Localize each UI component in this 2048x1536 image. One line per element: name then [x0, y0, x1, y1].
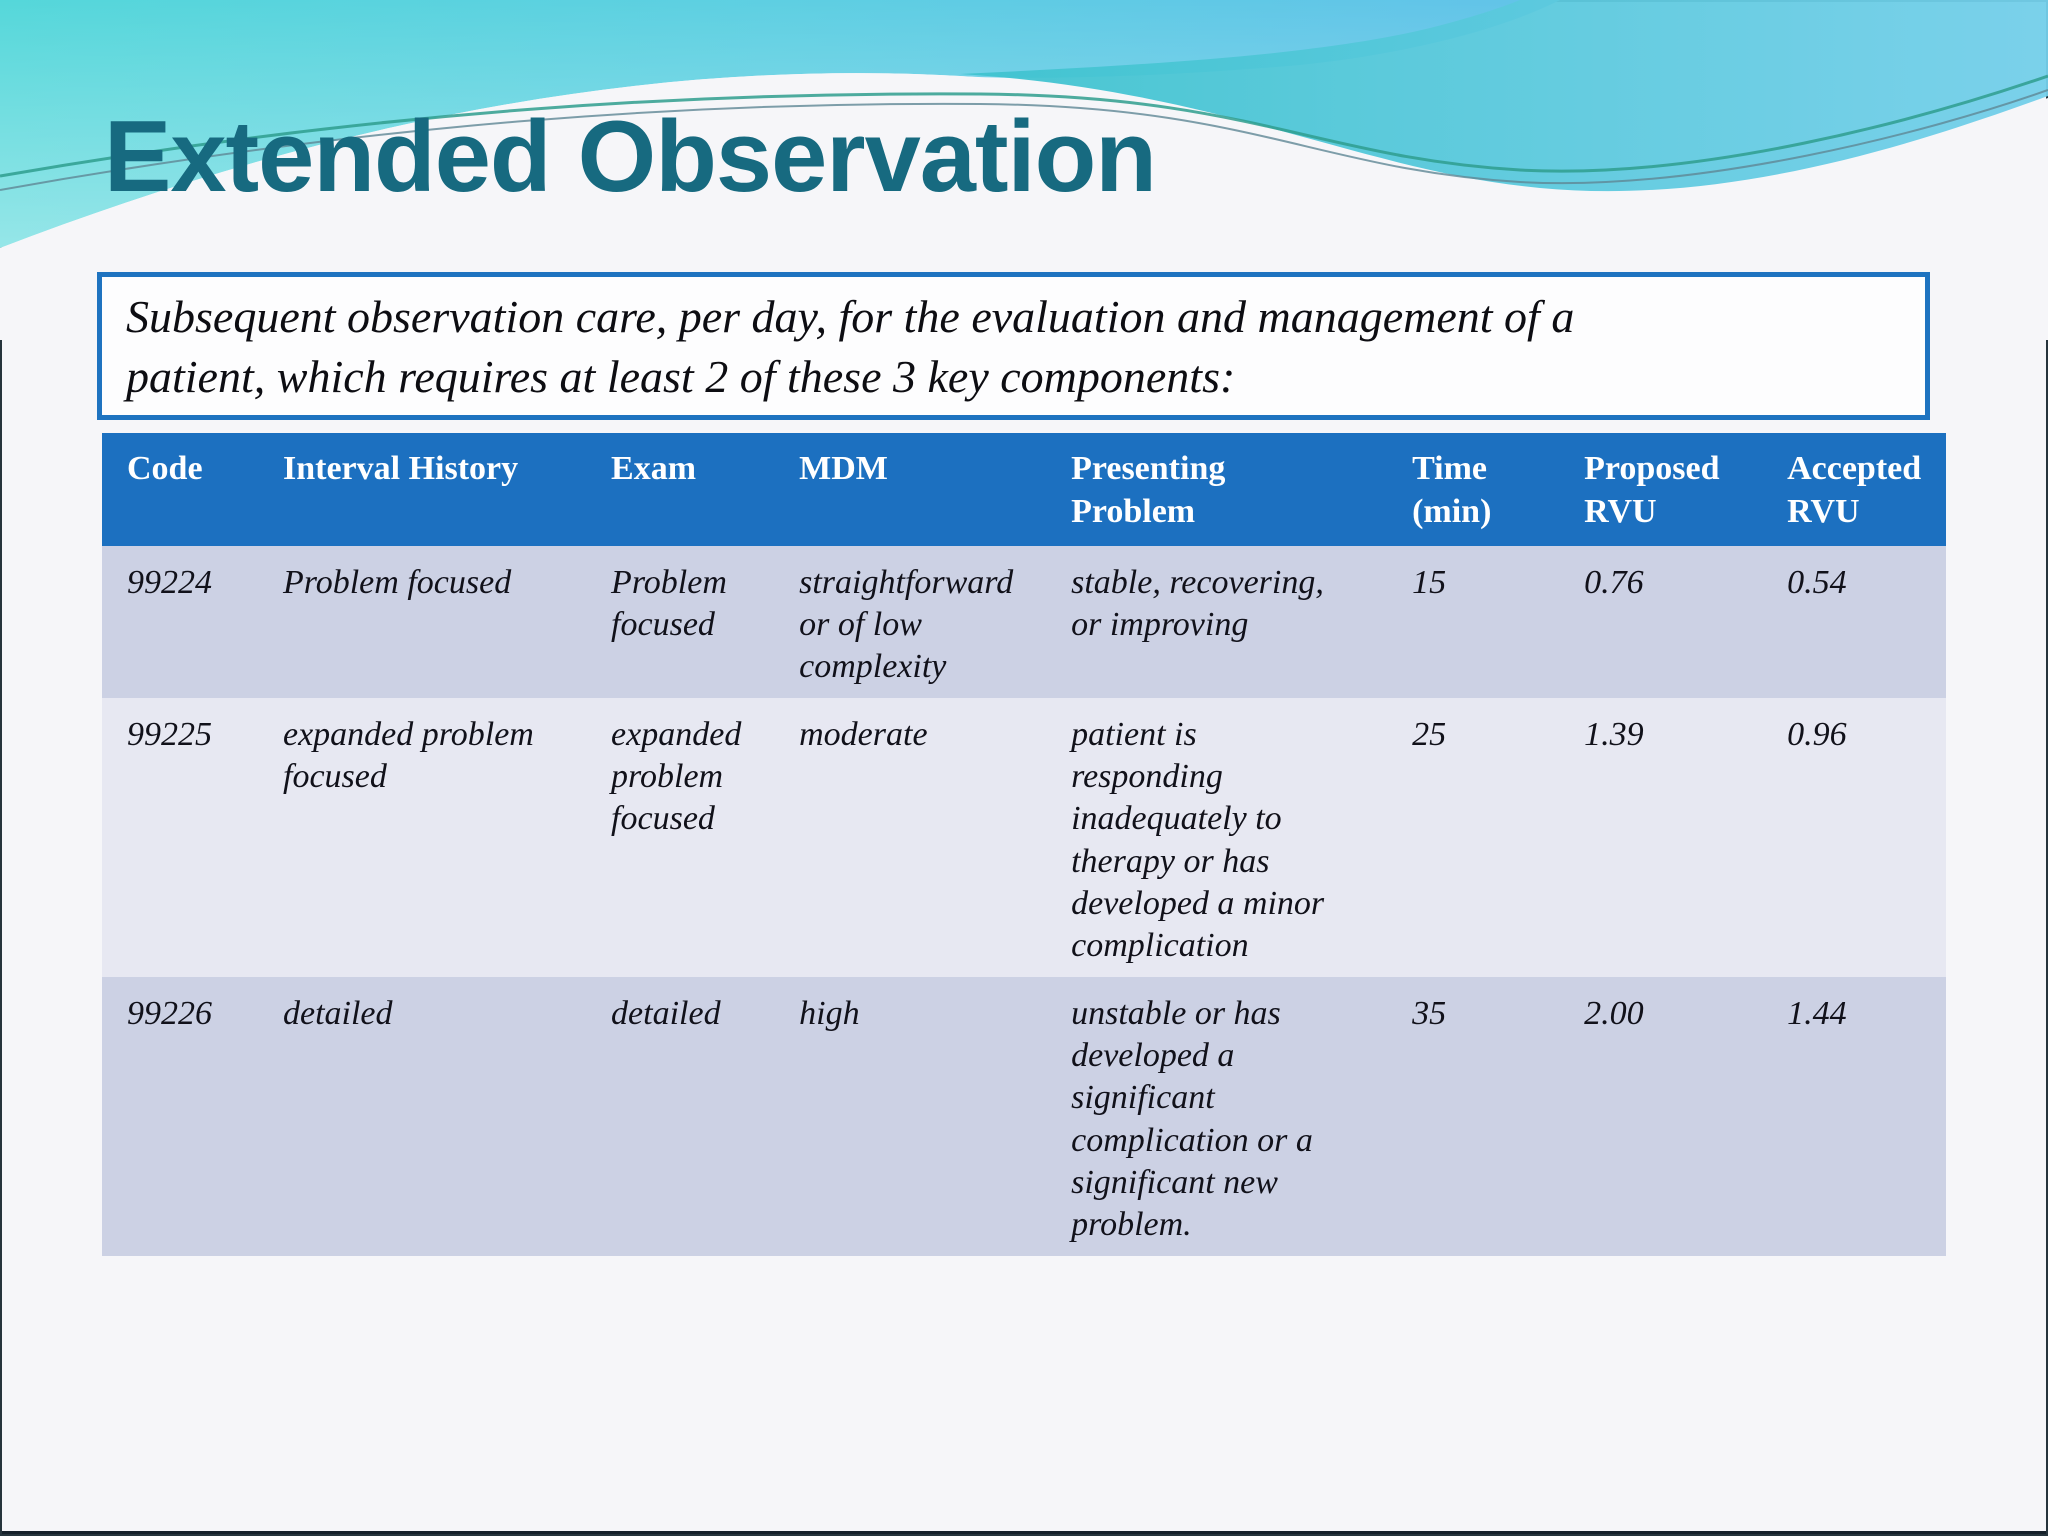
wave-right-band — [960, 0, 2048, 192]
table-header-row: Code Interval History Exam MDM Presentin… — [102, 433, 1946, 546]
cell-exam: Problem focused — [586, 545, 775, 699]
cell-accepted-rvu: 1.44 — [1762, 977, 1946, 1256]
header-cell-interval-history: Interval History — [258, 433, 587, 546]
cell-mdm: high — [774, 977, 1047, 1256]
cell-proposed-rvu: 1.39 — [1559, 698, 1763, 978]
table-row-99226: 99226 detailed detailed high unstable or… — [102, 977, 1946, 1256]
table-row-99224: 99224 Problem focused Problem focused st… — [102, 545, 1946, 699]
header-cell-presenting-problem: Presenting Problem — [1046, 433, 1388, 546]
header-cell-accepted-rvu: Accepted RVU — [1762, 433, 1946, 546]
cell-code: 99224 — [102, 545, 258, 699]
cell-interval-history: detailed — [258, 977, 587, 1256]
header-cell-code: Code — [102, 433, 258, 546]
accent-line-gray — [0, 89, 2048, 191]
wave-main-fade — [0, 0, 1560, 248]
cell-code: 99225 — [102, 698, 258, 978]
header-cell-mdm: MDM — [774, 433, 1047, 546]
header-cell-exam: Exam — [586, 433, 775, 546]
cell-code: 99226 — [102, 977, 258, 1256]
cell-time: 25 — [1387, 698, 1560, 978]
header-cell-proposed-rvu: Proposed RVU — [1559, 433, 1763, 546]
cell-presenting-problem: patient is responding inadequately to th… — [1046, 698, 1388, 978]
cell-mdm: straightforward or of low complexity — [774, 545, 1047, 699]
cell-time: 35 — [1387, 977, 1560, 1256]
cell-time: 15 — [1387, 545, 1560, 699]
cell-interval-history: Problem focused — [258, 545, 587, 699]
cell-presenting-problem: stable, recovering, or improving — [1046, 545, 1388, 699]
header-cell-time: Time (min) — [1387, 433, 1560, 546]
cell-mdm: moderate — [774, 698, 1047, 978]
cell-accepted-rvu: 0.96 — [1762, 698, 1946, 978]
accent-line-green — [0, 74, 2048, 178]
table-row-99225: 99225 expanded problem focused expanded … — [102, 698, 1946, 978]
cell-exam: expanded problem focused — [586, 698, 775, 978]
cell-presenting-problem: unstable or has developed a significant … — [1046, 977, 1388, 1256]
cell-accepted-rvu: 0.54 — [1762, 545, 1946, 699]
cell-proposed-rvu: 0.76 — [1559, 545, 1763, 699]
slide-title: Extended Observation — [104, 101, 1157, 213]
intro-text: Subsequent observation care, per day, fo… — [126, 291, 1575, 402]
cell-proposed-rvu: 2.00 — [1559, 977, 1763, 1256]
cell-interval-history: expanded problem focused — [258, 698, 587, 978]
rvu-table: Code Interval History Exam MDM Presentin… — [102, 433, 1946, 1256]
cell-exam: detailed — [586, 977, 775, 1256]
intro-box: Subsequent observation care, per day, fo… — [97, 272, 1930, 420]
